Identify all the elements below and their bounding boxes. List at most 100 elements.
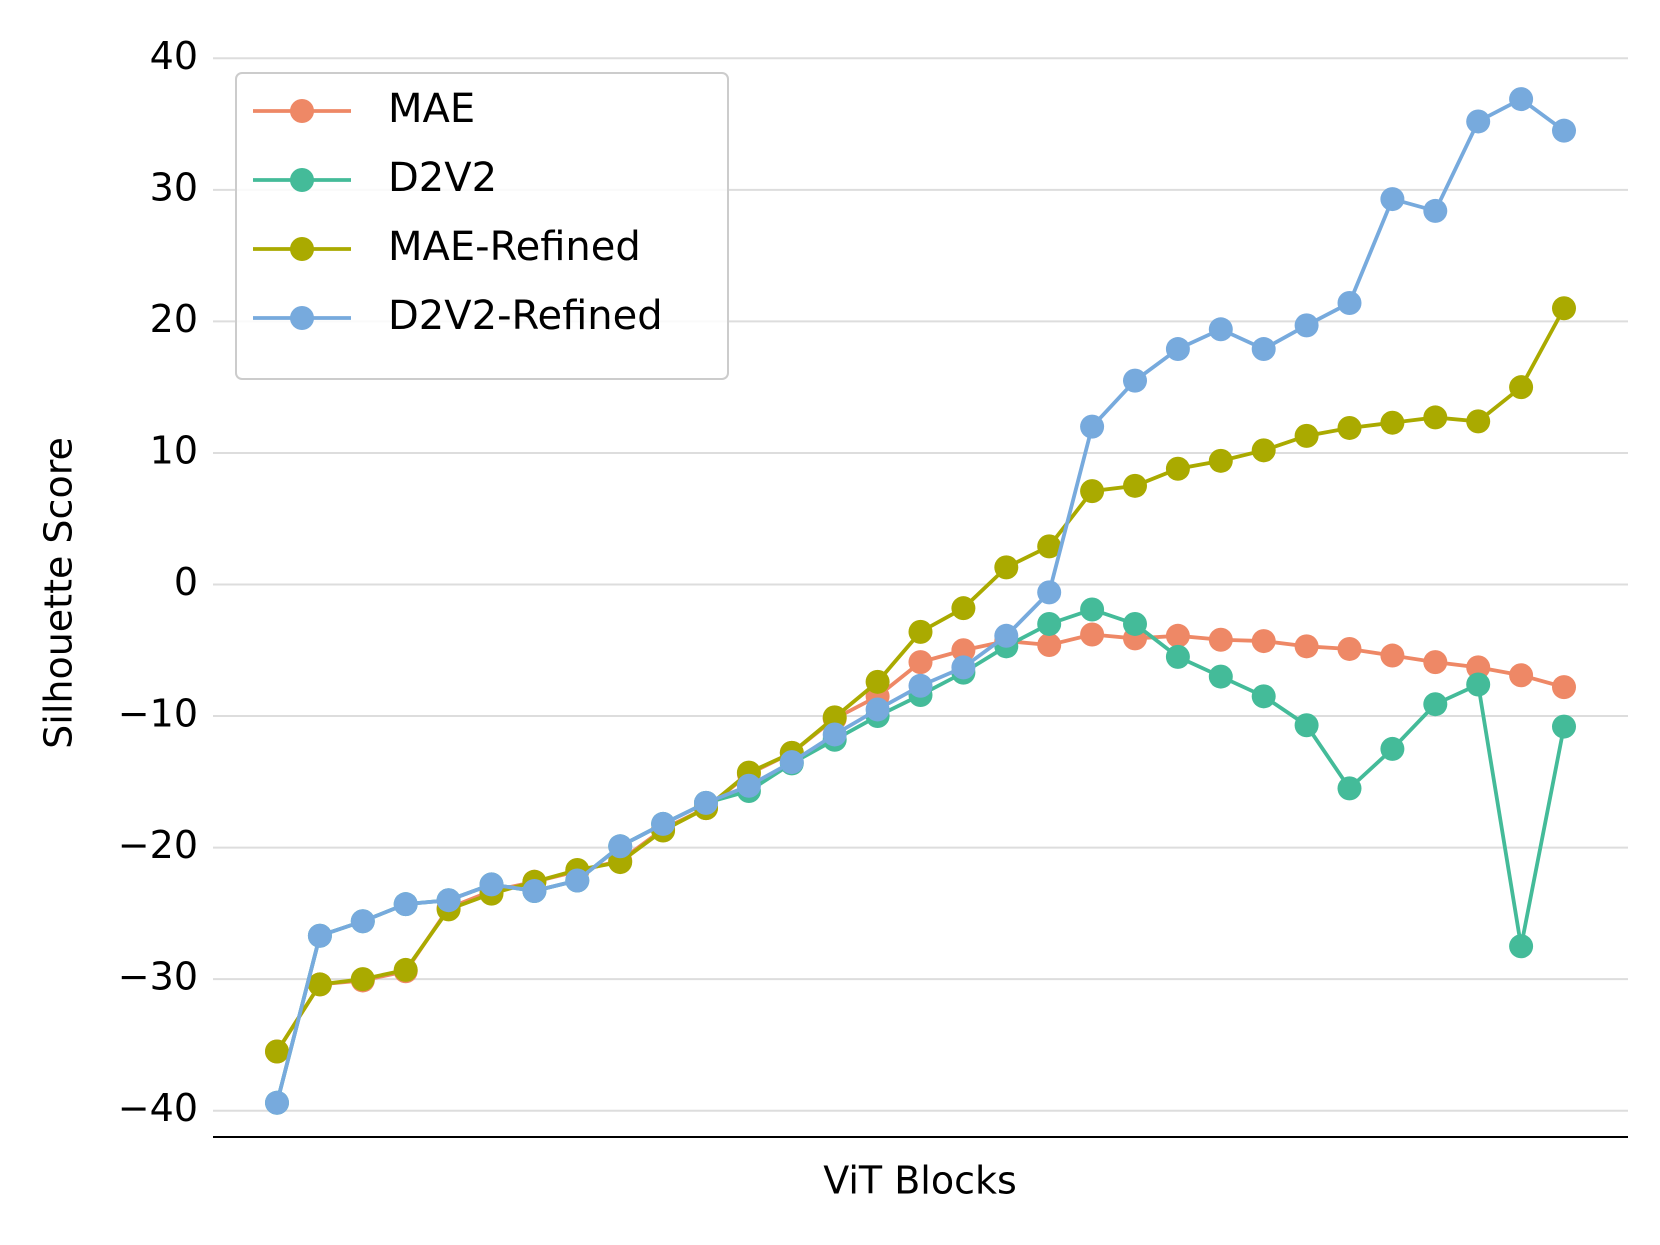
y-tick-label: 40 [150,34,198,78]
data-point [994,623,1019,648]
legend-label: D2V2 [388,155,497,201]
legend-marker [290,99,314,123]
data-point [1251,629,1276,654]
legend-label: D2V2-Refined [388,293,663,339]
data-point [1208,448,1233,473]
data-point [1251,438,1276,463]
data-point [1509,663,1534,688]
data-point [608,834,633,859]
data-point [1208,664,1233,689]
data-point [393,892,418,917]
data-point [1165,644,1190,669]
data-point [1552,118,1576,143]
y-tick-label: −20 [118,823,198,867]
data-point [479,872,504,897]
data-point [951,596,976,621]
data-point [1294,313,1319,338]
data-point [779,750,804,775]
data-point [1037,534,1062,559]
legend-marker [290,237,314,261]
data-point [350,909,375,934]
legend-marker [290,306,314,330]
data-point [651,811,676,836]
data-point [1080,622,1105,647]
legend-label: MAE-Refined [388,224,641,270]
data-point [1123,368,1147,393]
data-point [1423,405,1448,430]
data-point [350,967,375,992]
data-point [908,673,933,698]
y-tick-label: 10 [150,428,198,472]
data-point [1208,627,1233,652]
y-tick-label: −40 [118,1086,198,1130]
data-point [1080,479,1105,504]
data-point [951,655,976,680]
data-point [865,669,890,694]
y-tick-label: −10 [118,692,198,736]
legend-label: MAE [388,86,475,132]
data-point [1294,423,1319,448]
data-point [1423,692,1448,717]
data-point [265,1090,289,1115]
data-point [1509,375,1534,400]
data-point [1337,636,1362,661]
data-point [994,555,1019,580]
data-point [1552,296,1576,321]
data-point [951,638,976,663]
data-point [1165,337,1190,362]
data-point [1208,317,1233,342]
data-point [522,879,547,904]
data-point [1466,109,1491,134]
data-point [1080,414,1105,439]
data-point [1251,337,1276,362]
data-point [307,923,332,948]
data-point [908,619,933,644]
data-point [393,957,418,982]
data-point [1380,187,1405,212]
data-point [1466,672,1491,697]
y-axis-label: Silhouette Score [37,437,81,749]
data-point [1294,634,1319,659]
legend-box [235,72,729,380]
data-point [565,868,590,893]
data-point [436,888,461,913]
data-point [908,650,933,675]
data-point [865,697,890,722]
data-point [1380,643,1405,668]
data-point [694,790,718,815]
data-point [736,773,761,798]
data-point [1466,655,1491,680]
data-point [1337,776,1362,801]
data-point [1123,611,1147,636]
y-tick-label: 0 [174,560,198,604]
data-point [1380,736,1405,761]
y-tick-label: 30 [150,165,198,209]
data-point [1037,633,1062,658]
data-point [822,705,847,730]
data-point [1165,456,1190,481]
data-point [1380,410,1405,435]
data-point [1080,597,1105,622]
x-axis-label: ViT Blocks [823,1159,1017,1203]
data-point [1509,87,1534,112]
data-point [1466,409,1491,434]
data-point [1037,611,1062,636]
data-point [265,1039,289,1064]
data-point [1509,934,1534,959]
data-point [1552,714,1576,739]
data-point [1294,713,1319,738]
data-point [1423,650,1448,675]
data-point [1123,473,1147,498]
data-point [1423,198,1448,223]
data-point [1037,580,1062,605]
y-tick-label: 20 [150,297,198,341]
legend-marker [290,168,314,192]
y-tick-label: −30 [118,955,198,999]
data-point [1337,290,1362,315]
data-point [1251,684,1276,709]
data-point [307,972,332,997]
data-point [1337,415,1362,440]
data-point [1165,623,1190,648]
data-point [1552,675,1576,700]
